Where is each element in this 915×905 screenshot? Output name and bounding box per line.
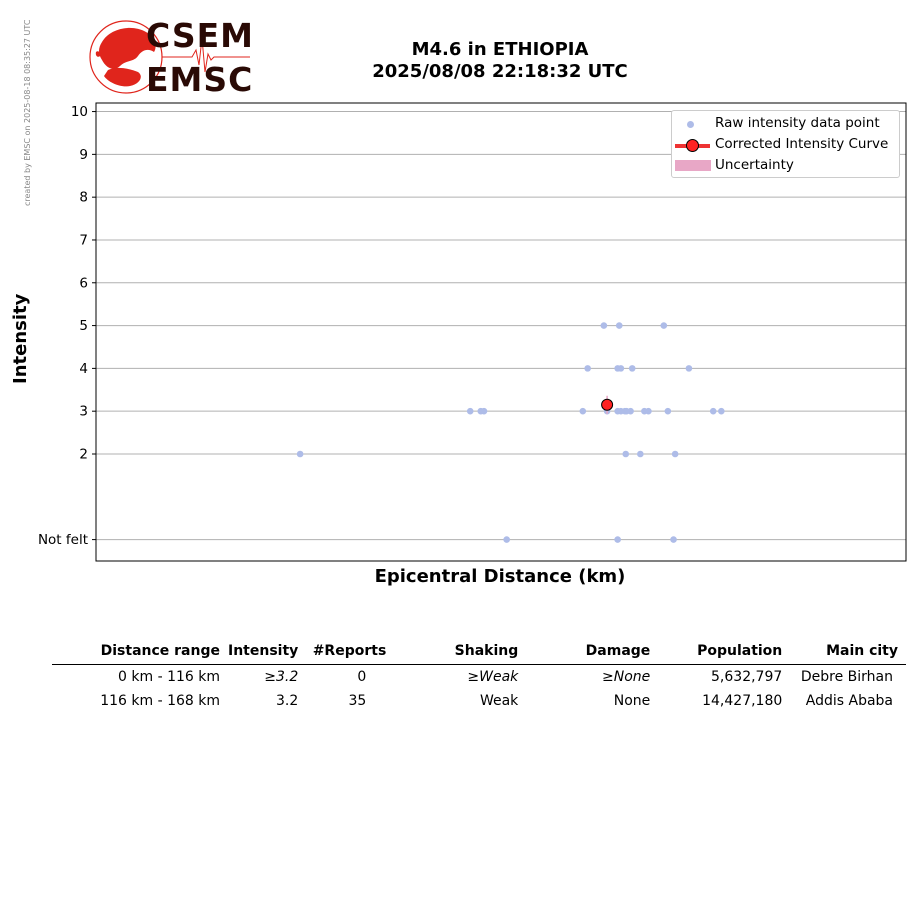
raw-intensity-point-23 <box>296 450 304 458</box>
raw-intensity-point-0 <box>600 322 608 329</box>
raw-intensity-point-22 <box>718 407 725 415</box>
raw-intensity-point-10 <box>480 407 488 415</box>
raw-intensity-point-21 <box>709 407 717 415</box>
chart-legend: Raw intensity data point Corrected Inten… <box>671 110 900 178</box>
y-axis-label: Intensity <box>10 293 31 384</box>
raw-intensity-point-17 <box>627 407 634 415</box>
raw-intensity-point-20 <box>664 407 672 415</box>
legend-label-raw: Raw intensity data point <box>715 115 880 131</box>
y-tick-label-1: 2 <box>79 446 88 462</box>
raw-intensity-point-7 <box>685 365 693 372</box>
cell-main-city: Debre Birhan <box>800 669 893 685</box>
cell-main-city: Addis Ababa <box>805 693 893 709</box>
header-distance-range: Distance range <box>100 643 220 659</box>
cell-reports: 0 <box>357 669 367 685</box>
y-tick-label-5: 6 <box>79 275 88 291</box>
table-row: 116 km - 168 km 3.2 35 Weak None 14,427,… <box>52 689 906 713</box>
header-shaking: Shaking <box>454 643 519 659</box>
logo-top-text: CSEM <box>146 16 254 55</box>
cell-population: 14,427,180 <box>702 693 783 709</box>
raw-intensity-point-8 <box>466 407 474 415</box>
header-population: Population <box>697 643 783 659</box>
raw-intensity-point-26 <box>671 450 679 458</box>
uncertainty-patch-icon <box>675 160 711 171</box>
raw-intensity-point-6 <box>628 365 636 372</box>
legend-item-curve: Corrected Intensity Curve <box>672 134 899 154</box>
y-tick-label-6: 7 <box>79 232 88 248</box>
y-tick-label-2: 3 <box>79 404 88 420</box>
raw-intensity-point-2 <box>660 322 668 329</box>
raw-intensity-point-5 <box>617 365 625 372</box>
raw-intensity-point-11 <box>579 407 587 415</box>
chart-title-line2: 2025/08/08 22:18:32 UTC <box>372 61 628 82</box>
y-tick-label-4: 5 <box>79 318 88 334</box>
legend-label-uncertainty: Uncertainty <box>715 157 794 173</box>
emsc-globe-icon <box>89 20 250 94</box>
y-axis-label-wrap: Intensity <box>8 280 32 390</box>
raw-point-marker-icon <box>687 121 694 128</box>
header-reports: #Reports <box>312 643 387 659</box>
raw-intensity-point-24 <box>622 450 630 458</box>
y-tick-label-9: 10 <box>71 104 88 120</box>
curve-marker-icon <box>686 139 699 152</box>
y-tick-label-8: 9 <box>79 147 88 163</box>
table-header-row: Distance range Intensity #Reports Shakin… <box>52 640 906 665</box>
cell-population: 5,632,797 <box>711 669 783 685</box>
cell-distance-range: 0 km - 116 km <box>118 669 220 685</box>
logo-bottom-text: EMSC <box>146 60 254 99</box>
corrected-intensity-point-0 <box>601 398 614 411</box>
header-intensity: Intensity <box>228 643 299 659</box>
cell-shaking: Weak <box>479 693 519 709</box>
cell-reports: 35 <box>348 693 367 709</box>
raw-intensity-point-1 <box>615 322 623 329</box>
y-tick-label-0: Not felt <box>38 532 88 548</box>
table-row: 0 km - 116 km ≥3.2 0 ≥Weak ≥None 5,632,7… <box>52 665 906 690</box>
raw-intensity-point-19 <box>645 407 652 415</box>
legend-item-uncertainty: Uncertainty <box>672 155 899 175</box>
data-points <box>296 322 725 543</box>
legend-item-raw: Raw intensity data point <box>672 113 899 133</box>
legend-label-curve: Corrected Intensity Curve <box>715 136 889 152</box>
header-damage: Damage <box>585 643 651 659</box>
raw-intensity-point-27 <box>503 536 510 543</box>
cell-intensity: ≥3.2 <box>264 669 299 685</box>
cell-intensity: 3.2 <box>276 693 299 709</box>
header-main-city: Main city <box>826 643 898 659</box>
cell-distance-range: 116 km - 168 km <box>100 693 220 709</box>
raw-intensity-point-3 <box>584 365 591 372</box>
cell-damage: None <box>613 693 651 709</box>
y-axis-ticks: Not felt 2 3 4 5 6 7 8 9 10 <box>38 104 96 548</box>
cell-damage: ≥None <box>602 669 651 685</box>
raw-intensity-point-28 <box>614 536 621 543</box>
y-tick-label-3: 4 <box>79 361 88 377</box>
cell-shaking: ≥Weak <box>467 669 519 685</box>
emsc-logo: CSEM EMSC <box>88 16 258 100</box>
plot-frame <box>95 102 907 562</box>
intensity-plot: Not felt 2 3 4 5 6 7 8 9 10 <box>38 102 907 562</box>
chart-title-line1: M4.6 in ETHIOPIA <box>411 39 589 60</box>
raw-intensity-point-25 <box>637 450 644 458</box>
raw-intensity-point-29 <box>670 536 677 543</box>
y-tick-label-7: 8 <box>79 190 88 206</box>
intensity-summary-table: Distance range Intensity #Reports Shakin… <box>52 640 906 713</box>
x-axis-label: Epicentral Distance (km) <box>374 566 626 587</box>
